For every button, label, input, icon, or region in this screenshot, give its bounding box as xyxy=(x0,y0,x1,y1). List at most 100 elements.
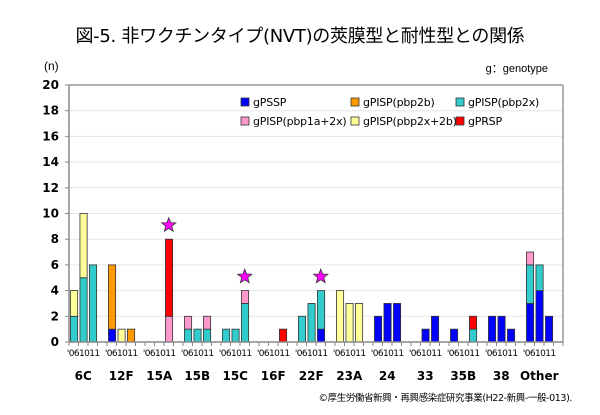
x-category-label: 35B xyxy=(450,369,476,383)
x-year-label: '061011 xyxy=(295,349,328,359)
star-marker-15a xyxy=(160,216,177,233)
bar-segment-12f-2-gpisp-pbp2b- xyxy=(127,328,136,343)
bar-segment-33-2-gpssp xyxy=(431,315,440,343)
bar-segment-15b-2-gpisp-pbp2x- xyxy=(203,328,212,343)
y-tick-label: 4 xyxy=(51,284,59,298)
bar-segment-16f-2-gprsp xyxy=(279,328,288,343)
bar-segment-24-1-gpssp xyxy=(383,303,392,343)
bar-segment-15c-1-gpisp-pbp2x- xyxy=(231,328,240,343)
bar-segment-22f-2-gpssp xyxy=(317,328,326,343)
bar-segment-15b-0-gpisp-pbp2x- xyxy=(184,328,193,343)
bar-segment-other-0-gpssp xyxy=(526,303,535,343)
x-year-label: '061011 xyxy=(523,349,556,359)
bar-segment-other-0-gpisp-pbp2x- xyxy=(526,264,535,304)
y-tick-label: 14 xyxy=(42,155,59,169)
y-tick-label: 2 xyxy=(51,309,59,323)
x-category-label: 15A xyxy=(146,369,173,383)
x-year-label: '061011 xyxy=(333,349,366,359)
bar-segment-23a-2-gpisp-pbp2x-2b- xyxy=(355,303,364,343)
x-category-label: 12F xyxy=(109,369,134,383)
bar-segment-other-0-gpisp-pbp1a-2x- xyxy=(526,251,535,266)
bar-segment-38-2-gpssp xyxy=(507,328,516,343)
bar-segment-22f-0-gpisp-pbp2x- xyxy=(298,315,307,343)
legend-swatch-gpisp-pbp2x-2b xyxy=(350,116,360,126)
bar-segment-33-1-gpssp xyxy=(421,328,430,343)
bar-segment-15b-1-gpisp-pbp2x- xyxy=(193,328,202,343)
x-year-label: '061011 xyxy=(409,349,442,359)
bar-segment-6c-1-gpisp-pbp2x-2b- xyxy=(79,213,88,279)
y-tick-label: 18 xyxy=(42,104,59,118)
x-category-label: 24 xyxy=(379,369,396,383)
x-year-label: '061011 xyxy=(447,349,480,359)
bar-segment-24-2-gpssp xyxy=(393,303,402,343)
x-year-label: '061011 xyxy=(67,349,100,359)
x-year-label: '061011 xyxy=(143,349,176,359)
legend-swatch-gprsp xyxy=(455,116,465,126)
bar-segment-38-0-gpssp xyxy=(488,315,497,343)
legend-label-gprsp: gPRSP xyxy=(468,115,502,128)
bar-segment-12f-1-gpisp-pbp2x-2b- xyxy=(117,328,126,343)
bar-segment-6c-2-gpisp-pbp2x- xyxy=(89,264,98,343)
bar-segment-15b-2-gpisp-pbp1a-2x- xyxy=(203,315,212,330)
bar-segment-15c-2-gpisp-pbp2x- xyxy=(241,303,250,343)
bar-segment-35b-0-gpssp xyxy=(450,328,459,343)
bar-segment-24-0-gpssp xyxy=(374,315,383,343)
bar-segment-22f-1-gpisp-pbp2x- xyxy=(307,303,316,343)
legend-label-gpisp-pbp2x-2b: gPISP(pbp2x+2b) xyxy=(363,115,457,128)
chart-title: 図-5. 非ワクチンタイプ(NVT)の莢膜型と耐性型との関係 xyxy=(75,26,525,47)
legend-swatch-gpisp-pbp1a-2x xyxy=(240,116,250,126)
bar-segment-other-2-gpssp xyxy=(545,315,554,343)
y-tick-label: 10 xyxy=(42,207,59,221)
x-year-label: '061011 xyxy=(371,349,404,359)
bar-segment-other-1-gpssp xyxy=(535,290,544,343)
y-tick-label: 8 xyxy=(51,232,59,246)
copyright-credit: ©厚生労働省新興・再興感染症研究事業(H22-新興-一般-013). xyxy=(318,393,573,404)
x-category-label: 23A xyxy=(336,369,363,383)
x-category-label: 16F xyxy=(261,369,286,383)
x-category-label: 15C xyxy=(222,369,248,383)
x-category-label: 33 xyxy=(417,369,434,383)
x-year-label: '061011 xyxy=(181,349,214,359)
bar-segment-38-1-gpssp xyxy=(497,315,506,343)
star-marker-15c xyxy=(236,267,253,284)
bar-segment-12f-0-gpssp xyxy=(108,328,117,343)
bar-segment-6c-0-gpisp-pbp2x-2b- xyxy=(70,290,79,317)
x-category-label: 6C xyxy=(75,369,92,383)
x-year-label: '061011 xyxy=(485,349,518,359)
y-tick-label: 20 xyxy=(42,78,59,92)
x-year-label: '061011 xyxy=(257,349,290,359)
y-tick-label: 16 xyxy=(42,129,59,143)
star-marker-22f xyxy=(312,267,329,284)
bar-segment-15c-2-gpisp-pbp1a-2x- xyxy=(241,290,250,304)
bar-segment-12f-0-gpisp-pbp2b- xyxy=(108,264,117,330)
legend-label-gpisp-pbp2b: gPISP(pbp2b) xyxy=(363,96,435,109)
legend-swatch-gpisp-pbp2x xyxy=(455,97,465,107)
x-year-label: '061011 xyxy=(105,349,138,359)
bar-segment-6c-1-gpisp-pbp2x- xyxy=(79,277,88,343)
y-tick-label: 6 xyxy=(51,258,59,272)
genotype-note: g：genotype xyxy=(485,63,548,75)
bar-segment-15a-2-gprsp xyxy=(165,238,174,317)
y-tick-label: 12 xyxy=(42,181,59,195)
x-category-label: Other xyxy=(520,369,559,383)
y-tick-label: 0 xyxy=(51,335,59,349)
bar-segment-6c-0-gpisp-pbp2x- xyxy=(70,315,79,343)
legend-swatch-gpisp-pbp2b xyxy=(350,97,360,107)
x-category-label: 38 xyxy=(493,369,510,383)
bar-segment-15b-0-gpisp-pbp1a-2x- xyxy=(184,315,193,330)
bar-segment-other-1-gpisp-pbp2x- xyxy=(535,264,544,291)
legend-label-gpisp-pbp2x: gPISP(pbp2x) xyxy=(468,96,539,109)
legend-swatch-gpssp xyxy=(240,97,250,107)
bar-segment-23a-1-gpisp-pbp2x-2b- xyxy=(345,303,354,343)
bar-segment-35b-2-gpisp-pbp2x- xyxy=(469,328,478,343)
y-axis-unit-label: (n) xyxy=(44,59,59,73)
bar-segment-15c-0-gpisp-pbp2x- xyxy=(222,328,231,343)
x-category-label: 22F xyxy=(299,369,324,383)
legend-label-gpssp: gPSSP xyxy=(253,96,287,109)
legend-label-gpisp-pbp1a-2x: gPISP(pbp1a+2x) xyxy=(253,115,346,128)
x-category-label: 15B xyxy=(184,369,210,383)
bar-segment-35b-2-gprsp xyxy=(469,315,478,330)
x-year-label: '061011 xyxy=(219,349,252,359)
bar-segment-23a-0-gpisp-pbp2x-2b- xyxy=(336,290,345,343)
